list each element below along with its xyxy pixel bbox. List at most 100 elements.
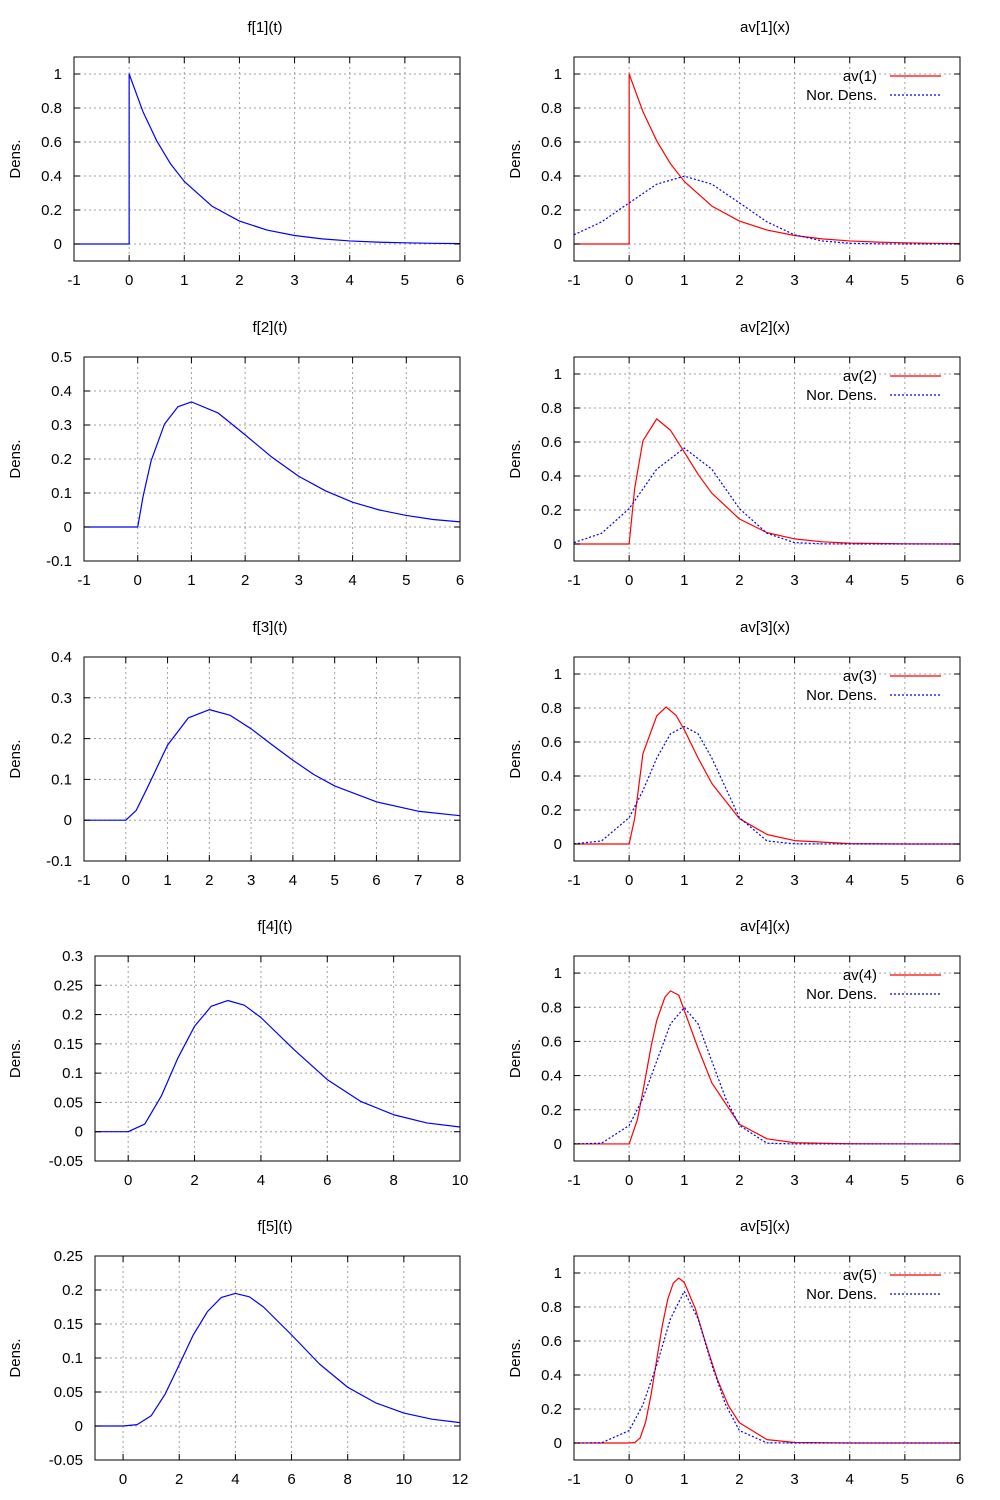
x-tick-label: 4 (846, 1172, 854, 1189)
y-axis-label: Dens. (507, 139, 524, 178)
panel-av4: -1 0 1 2 3 4 5 6 0 0.2 0.4 0.6 0.8 1 av[4](x) Dens. av(4… (507, 918, 964, 1189)
y-tick-label: 0 (554, 836, 562, 853)
x-tick-label: 3 (790, 272, 798, 289)
y-tick-label: 1 (554, 366, 562, 383)
panel-av1: -1 0 1 2 3 4 5 6 0 0.2 0.4 0.6 0.8 1 av[1](x) Dens. av(1… (507, 19, 964, 289)
plot-frame (573, 955, 961, 1162)
plot-frame (73, 56, 461, 262)
x-tick-label: -1 (567, 1172, 580, 1189)
x-tick-label: 1 (187, 572, 195, 589)
y-axis-label: Dens. (507, 739, 524, 778)
x-tick-label: -1 (567, 872, 580, 889)
plot-frame (573, 356, 961, 562)
y-tick-label: 0 (554, 536, 562, 553)
chart-title: av[5](x) (740, 1218, 790, 1235)
x-tick-label: 4 (257, 1172, 265, 1189)
y-tick-label: 0.8 (541, 400, 562, 417)
y-axis-label: Dens. (507, 439, 524, 478)
x-tick-label: 0 (124, 1172, 132, 1189)
y-tick-label: 0.4 (541, 1068, 562, 1085)
chart-title: f[3](t) (252, 619, 287, 636)
y-tick-label: 0.6 (541, 1333, 562, 1350)
y-tick-label: 0.6 (541, 1033, 562, 1050)
x-tick-label: 8 (344, 1471, 352, 1488)
x-tick-label: 0 (134, 572, 142, 589)
legend-label: Nor. Dens. (806, 1286, 877, 1303)
y-tick-label: 0.4 (41, 168, 62, 185)
x-tick-label: 3 (290, 272, 298, 289)
series-line-line (74, 73, 461, 245)
series-nor-dens--line (573, 1290, 960, 1444)
x-tick-label: 3 (247, 872, 255, 889)
y-tick-label: 0.8 (541, 1299, 562, 1316)
x-tick-label: 2 (735, 872, 743, 889)
x-tick-label: 6 (456, 572, 464, 589)
series-line-line (84, 709, 461, 821)
y-tick-label: 1 (554, 1265, 562, 1282)
panel-f3: -1 0 1 2 3 4 5 6 7 8 -0.1 0 0.1 0.2 0.3 0.4 f[3](t) Dens. (7, 619, 464, 889)
y-axis-label: Dens. (7, 139, 24, 178)
x-tick-label: 6 (287, 1471, 295, 1488)
y-tick-label: 0.1 (62, 1350, 83, 1367)
y-tick-label: 0.3 (62, 948, 83, 965)
legend-label: Nor. Dens. (806, 687, 877, 704)
x-tick-label: 6 (956, 1172, 964, 1189)
x-tick-label: 3 (790, 1172, 798, 1189)
y-tick-label: 0.2 (51, 451, 72, 468)
y-axis-label: Dens. (507, 1039, 524, 1078)
x-tick-label: 3 (790, 572, 798, 589)
series-nor-dens--line (573, 175, 960, 245)
legend-label: av(5) (843, 1267, 877, 1284)
chart-title: av[2](x) (740, 319, 790, 336)
y-tick-label: -0.05 (49, 1452, 83, 1469)
y-tick-label: 0.1 (51, 771, 72, 788)
x-tick-label: 0 (625, 1471, 633, 1488)
x-tick-label: -1 (567, 572, 580, 589)
x-tick-label: 1 (680, 272, 688, 289)
y-tick-label: 1 (54, 66, 62, 83)
y-tick-label: 0.1 (51, 485, 72, 502)
series-line-line (95, 1292, 461, 1427)
y-tick-label: 0.2 (62, 1282, 83, 1299)
plot-frame (94, 955, 461, 1162)
y-tick-label: 0.15 (54, 1036, 83, 1053)
chart-title: av[4](x) (740, 918, 790, 935)
panel-f5: 0 2 4 6 8 10 12 -0.05 0 0.05 0.1 0.15 0.2 0.25 f[5](t)… (7, 1218, 468, 1488)
panel-f1: -1 0 1 2 3 4 5 6 0 0.2 0.4 0.6 0.8 1 f[1](t) Dens. (7, 19, 464, 289)
y-tick-label: 0 (554, 236, 562, 253)
y-tick-label: 0.4 (541, 1367, 562, 1384)
y-tick-label: 0.15 (54, 1316, 83, 1333)
legend-label: Nor. Dens. (806, 87, 877, 104)
x-tick-label: 1 (680, 1172, 688, 1189)
panel-av5: -1 0 1 2 3 4 5 6 0 0.2 0.4 0.6 0.8 1 av[5](x) Dens. av(5… (507, 1218, 964, 1488)
y-tick-label: 0.05 (54, 1384, 83, 1401)
x-tick-label: 5 (901, 572, 909, 589)
chart-title: f[2](t) (252, 319, 287, 336)
x-tick-label: 4 (846, 872, 854, 889)
y-tick-label: 0.4 (541, 468, 562, 485)
series-av-1--line (574, 73, 961, 245)
y-axis-label: Dens. (7, 739, 24, 778)
x-tick-label: 4 (846, 1471, 854, 1488)
y-tick-label: 0.5 (51, 349, 72, 366)
x-tick-label: 6 (956, 272, 964, 289)
x-tick-label: 1 (680, 872, 688, 889)
y-tick-label: 0 (75, 1418, 83, 1435)
legend-label: av(4) (843, 967, 877, 984)
y-tick-label: 0.8 (541, 999, 562, 1016)
x-tick-label: 3 (790, 1471, 798, 1488)
x-tick-label: 5 (401, 272, 409, 289)
x-tick-label: 0 (125, 272, 133, 289)
legend-label: Nor. Dens. (806, 986, 877, 1003)
x-tick-label: 0 (625, 272, 633, 289)
x-tick-label: 1 (163, 872, 171, 889)
x-tick-label: -1 (77, 872, 90, 889)
x-tick-label: 5 (901, 872, 909, 889)
y-tick-label: 0.2 (541, 1401, 562, 1418)
y-tick-label: 0.2 (62, 1007, 83, 1024)
y-tick-label: 0.2 (541, 502, 562, 519)
y-tick-label: 0.4 (541, 168, 562, 185)
x-tick-label: 6 (323, 1172, 331, 1189)
x-tick-label: 5 (901, 1172, 909, 1189)
x-tick-label: 3 (790, 872, 798, 889)
